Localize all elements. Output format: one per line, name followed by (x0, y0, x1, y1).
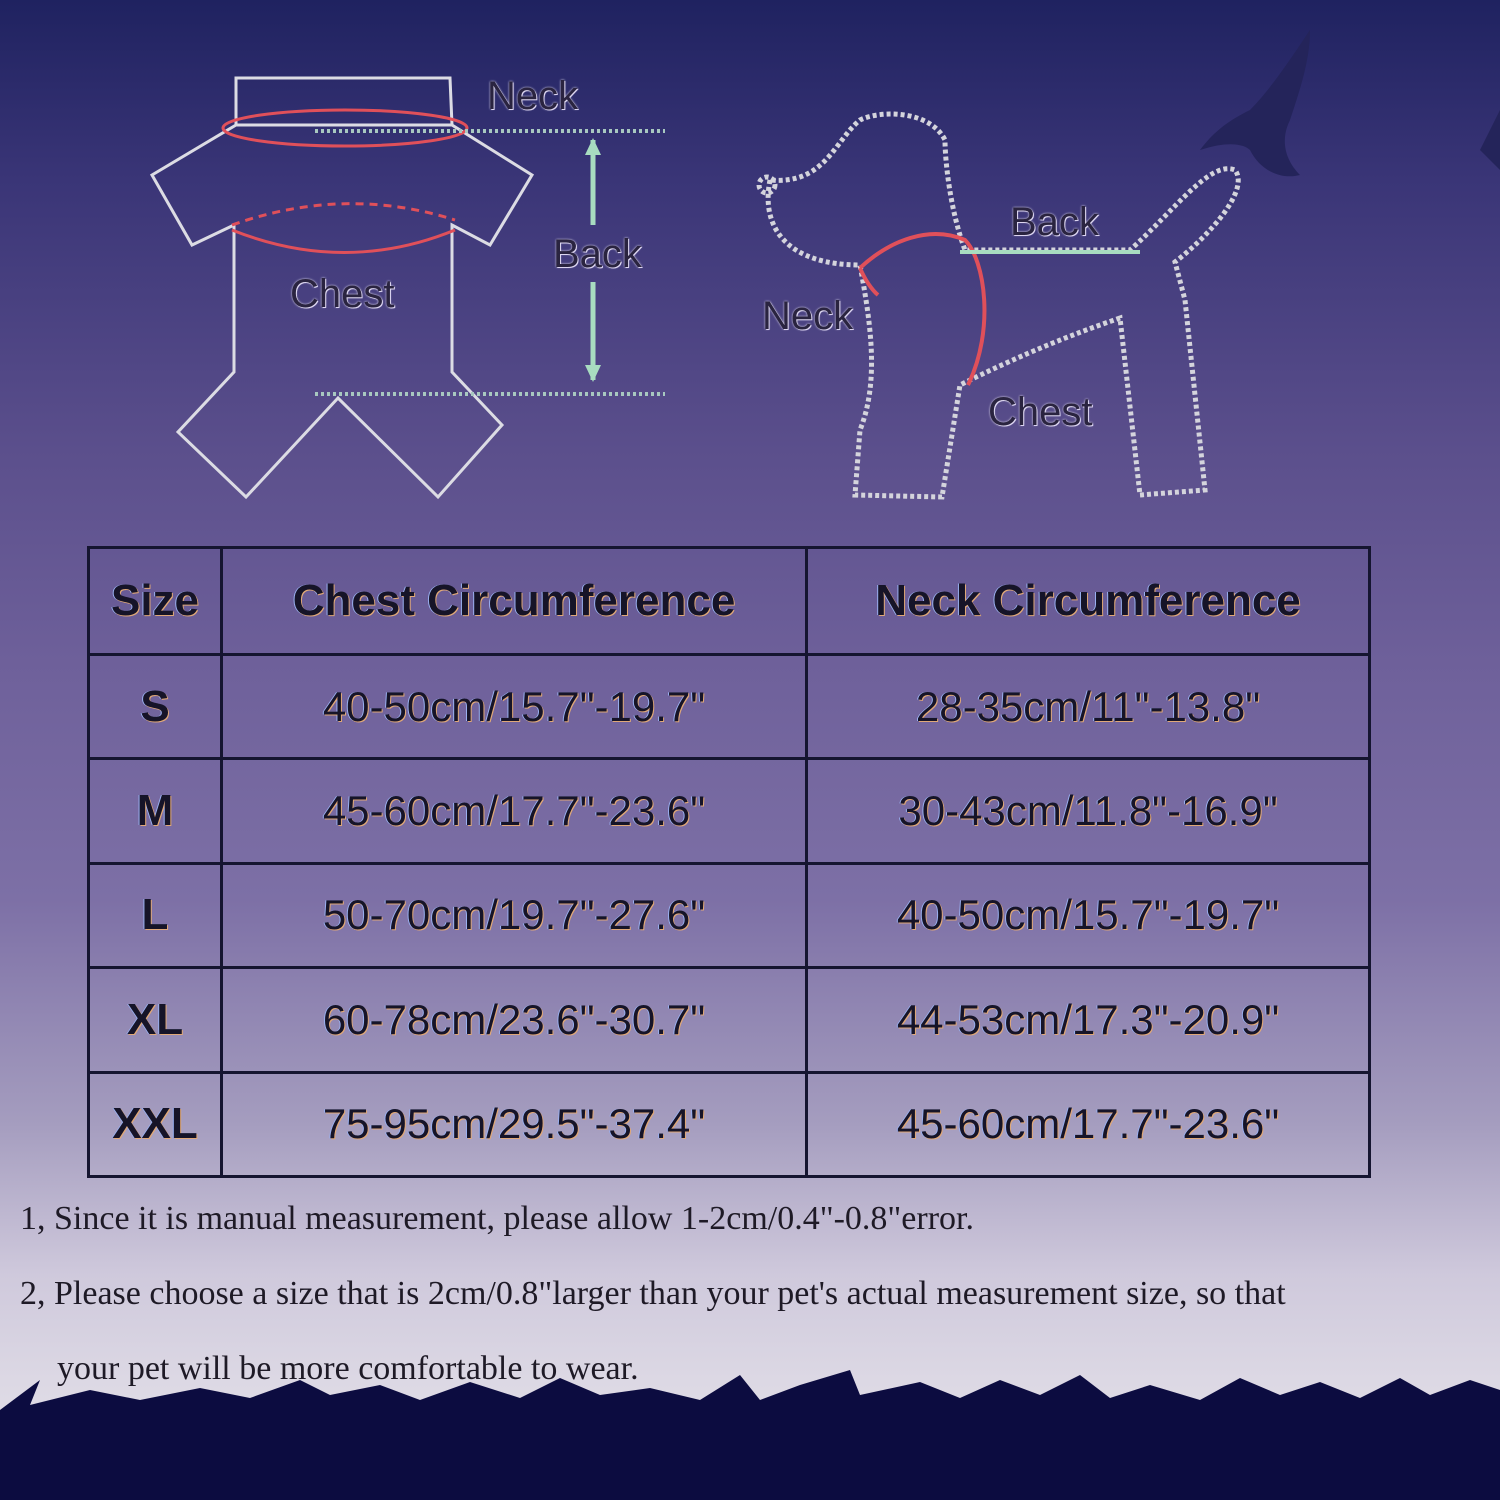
dark-grass-ground (0, 1370, 1500, 1500)
neck-cell: 45-60cm/17.7"-23.6" (805, 1070, 1371, 1179)
table-row: XL 60-78cm/23.6"-30.7" 44-53cm/17.3"-20.… (87, 966, 1371, 1074)
header-size: Size (87, 546, 223, 656)
table-header-row: Size Chest Circumference Neck Circumfere… (87, 546, 1371, 656)
note-2-continued: your pet will be more comfortable to wea… (57, 1350, 639, 1387)
size-cell: M (87, 757, 223, 865)
size-cell: S (87, 652, 223, 761)
bat-icon (1200, 30, 1500, 177)
garment-back-label: Back (553, 232, 642, 276)
header-chest: Chest Circumference (220, 546, 808, 656)
size-cell: XL (87, 966, 223, 1074)
neck-cell: 40-50cm/15.7"-19.7" (805, 861, 1371, 970)
header-neck: Neck Circumference (805, 546, 1371, 656)
measurement-diagrams (149, 30, 1500, 500)
dog-measure-lines (858, 232, 1140, 386)
garment-neck-label: Neck (487, 74, 579, 118)
note-1: 1, Since it is manual measurement, pleas… (20, 1200, 974, 1237)
garment-outline (149, 76, 535, 500)
chest-cell: 60-78cm/23.6"-30.7" (220, 966, 808, 1074)
garment-chest-label: Chest (290, 272, 395, 316)
table-row: M 45-60cm/17.7"-23.6" 30-43cm/11.8"-16.9… (87, 757, 1371, 865)
size-table: Size Chest Circumference Neck Circumfere… (87, 546, 1371, 1179)
chest-cell: 50-70cm/19.7"-27.6" (220, 861, 808, 970)
dog-neck-label: Neck (762, 294, 854, 338)
neck-cell: 44-53cm/17.3"-20.9" (805, 966, 1371, 1074)
chest-cell: 45-60cm/17.7"-23.6" (220, 757, 808, 865)
table-row: XXL 75-95cm/29.5"-37.4" 45-60cm/17.7"-23… (87, 1070, 1371, 1179)
neck-cell: 28-35cm/11"-13.8" (805, 652, 1371, 761)
dog-outline (756, 111, 1241, 500)
table-row: S 40-50cm/15.7"-19.7" 28-35cm/11"-13.8" (87, 652, 1371, 761)
dog-chest-label: Chest (988, 390, 1093, 434)
dog-back-label: Back (1010, 200, 1099, 244)
note-2: 2, Please choose a size that is 2cm/0.8"… (20, 1275, 1286, 1312)
table-row: L 50-70cm/19.7"-27.6" 40-50cm/15.7"-19.7… (87, 861, 1371, 970)
chest-cell: 75-95cm/29.5"-37.4" (220, 1070, 808, 1179)
size-cell: XXL (87, 1070, 223, 1179)
chest-cell: 40-50cm/15.7"-19.7" (220, 652, 808, 761)
size-cell: L (87, 861, 223, 970)
garment-measure-lines (221, 108, 665, 396)
neck-cell: 30-43cm/11.8"-16.9" (805, 757, 1371, 865)
